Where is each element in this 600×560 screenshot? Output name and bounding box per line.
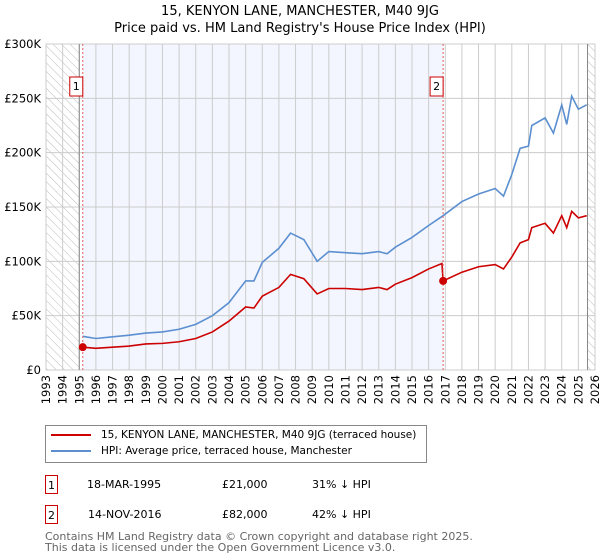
x-tick-label: 2005: [239, 375, 253, 404]
sale-hpi-diff: 31% ↓ HPI: [312, 478, 371, 491]
x-tick-label: 2017: [438, 375, 452, 404]
sale-label-box: [69, 76, 84, 97]
property-price-line: [82, 209, 587, 350]
y-tick-label: £50K: [12, 309, 42, 323]
x-tick-label: 1996: [89, 375, 103, 404]
footer-line: Contains HM Land Registry data © Crown c…: [45, 530, 473, 543]
price-chart: 1993 1994 1995 1996 1997 1998 1999 2000 2001 2002…: [4, 37, 600, 404]
subtitle-line: Price paid vs. HM Land Registry's House …: [114, 21, 486, 36]
sale-point: [439, 276, 448, 285]
legend-label: 15, KENYON LANE, MANCHESTER, M40 9JG (te…: [101, 429, 417, 441]
x-tick-label: 2024: [555, 375, 569, 404]
sale-price: £21,000: [222, 478, 268, 491]
x-tick-label: 1999: [139, 375, 153, 404]
chart-title: 15, KENYON LANE, MANCHESTER, M40 9JG Pric…: [0, 3, 600, 37]
y-tick-label: £250K: [4, 91, 41, 105]
x-tick-label: 2025: [571, 375, 585, 404]
x-tick-label: 2009: [305, 375, 319, 404]
x-tick-label: 2016: [422, 375, 436, 404]
x-tick-label: 2026: [588, 375, 600, 404]
x-tick-label: 2022: [521, 375, 535, 404]
y-tick-label: £0: [26, 363, 41, 377]
sale-price: £82,000: [222, 508, 268, 521]
x-tick-label: 2002: [189, 375, 203, 404]
red-line-swatch: [51, 434, 91, 436]
x-tick-label: 2014: [388, 375, 402, 404]
x-tick-label: 2021: [505, 375, 519, 404]
sale-hpi-diff: 42% ↓ HPI: [312, 508, 371, 521]
y-tick-label: £100K: [4, 254, 41, 268]
sale-point: [78, 343, 87, 352]
x-tick-label: 1997: [106, 375, 120, 404]
y-tick-label: £300K: [4, 37, 41, 51]
hpi-line: [82, 93, 588, 340]
sale-row: 2 14-NOV-2016 £82,000 42% ↓ HPI: [45, 505, 445, 525]
x-tick-label: 2007: [272, 375, 286, 404]
x-tick-label: 2019: [472, 375, 486, 404]
legend-label: HPI: Average price, terraced house, Manc…: [101, 445, 352, 457]
legend-item-hpi: HPI: Average price, terraced house, Manc…: [51, 445, 352, 457]
sale-date: 18-MAR-1995: [87, 478, 162, 491]
y-tick-label: £150K: [4, 200, 41, 214]
x-tick-label: 2015: [405, 375, 419, 404]
x-tick-label: 2020: [488, 375, 502, 404]
x-tick-label: 2004: [222, 375, 236, 404]
y-tick-label: £200K: [4, 146, 41, 160]
x-tick-label: 1998: [122, 375, 136, 404]
x-tick-label: 1995: [72, 375, 86, 404]
x-tick-label: 1993: [39, 375, 53, 404]
sale-marker-badge: 1: [45, 475, 58, 494]
legend: 15, KENYON LANE, MANCHESTER, M40 9JG (te…: [45, 425, 427, 463]
x-tick-label: 2000: [155, 375, 169, 404]
legend-item-property: 15, KENYON LANE, MANCHESTER, M40 9JG (te…: [51, 429, 416, 441]
x-tick-label: 2006: [255, 375, 269, 404]
x-tick-label: 2001: [172, 375, 186, 404]
title-line: 15, KENYON LANE, MANCHESTER, M40 9JG: [161, 4, 439, 19]
sale-label: 2: [433, 80, 440, 93]
sale-row: 1 18-MAR-1995 £21,000 31% ↓ HPI: [45, 475, 445, 495]
sale-date: 14-NOV-2016: [88, 508, 162, 521]
footer: Contains HM Land Registry data © Crown c…: [45, 531, 473, 553]
x-tick-label: 2018: [455, 375, 469, 404]
sale-label-box: [429, 76, 444, 97]
x-tick-label: 2011: [338, 375, 352, 404]
x-tick-label: 2023: [538, 375, 552, 404]
footer-line: This data is licensed under the Open Gov…: [45, 541, 396, 554]
blue-line-swatch: [51, 450, 91, 452]
x-tick-label: 2013: [372, 375, 386, 404]
x-tick-label: 2012: [355, 375, 369, 404]
x-tick-label: 2010: [322, 375, 336, 404]
x-tick-label: 2003: [205, 375, 219, 404]
sale-label: 1: [73, 80, 80, 93]
sale-marker-badge: 2: [45, 505, 58, 524]
x-tick-label: 1994: [56, 375, 70, 404]
x-tick-label: 2008: [289, 375, 303, 404]
